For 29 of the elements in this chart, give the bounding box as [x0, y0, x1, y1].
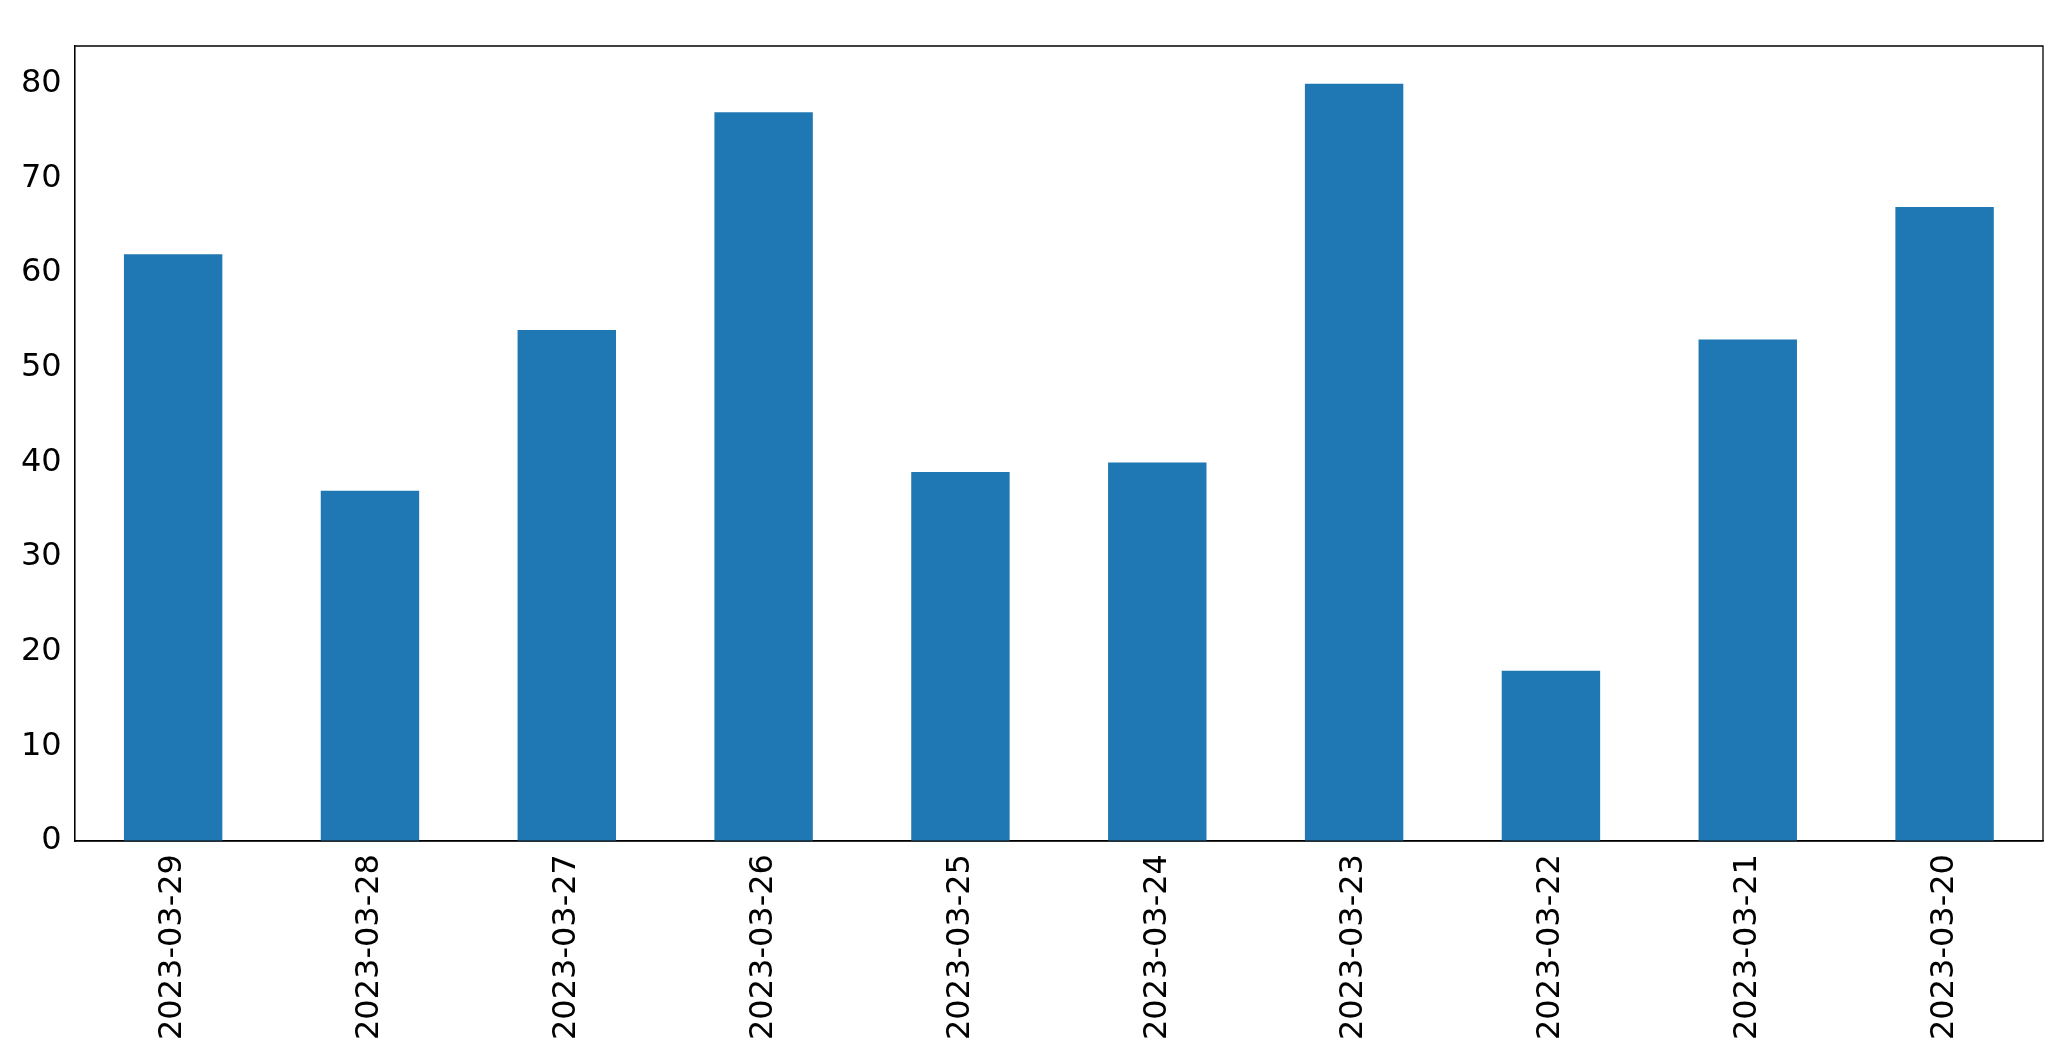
- y-tick-label: 30: [21, 535, 62, 574]
- y-tick-label: 10: [21, 724, 62, 763]
- y-tick-label: 60: [21, 251, 62, 290]
- x-tick-label: 2023-03-22: [1529, 854, 1568, 1040]
- x-tick-label: 2023-03-26: [741, 854, 780, 1040]
- bar: [320, 490, 420, 842]
- x-tick-label: 2023-03-20: [1922, 854, 1961, 1040]
- y-tick-label: 40: [21, 440, 62, 479]
- bar: [517, 329, 616, 842]
- y-tick-label: 70: [21, 156, 62, 195]
- bar: [1698, 339, 1797, 842]
- bar: [1895, 206, 1994, 842]
- bar: [1501, 670, 1601, 842]
- x-tick-label: 2023-03-21: [1726, 854, 1765, 1040]
- bar: [1108, 462, 1207, 842]
- bar: [714, 112, 813, 842]
- x-tick-label: 2023-03-27: [545, 854, 584, 1040]
- x-tick-label: 2023-03-23: [1332, 854, 1371, 1040]
- y-tick-label: 0: [41, 819, 62, 858]
- x-tick-label: 2023-03-24: [1135, 854, 1174, 1040]
- x-tick-label: 2023-03-29: [151, 854, 190, 1040]
- y-tick-label: 50: [21, 346, 62, 385]
- y-tick-label: 20: [21, 630, 62, 669]
- bar: [1304, 83, 1404, 842]
- x-tick-label: 2023-03-25: [938, 854, 977, 1040]
- bar: [911, 471, 1010, 842]
- x-tick-label: 2023-03-28: [348, 854, 387, 1040]
- bar: [123, 254, 223, 842]
- y-tick-label: 80: [21, 62, 62, 101]
